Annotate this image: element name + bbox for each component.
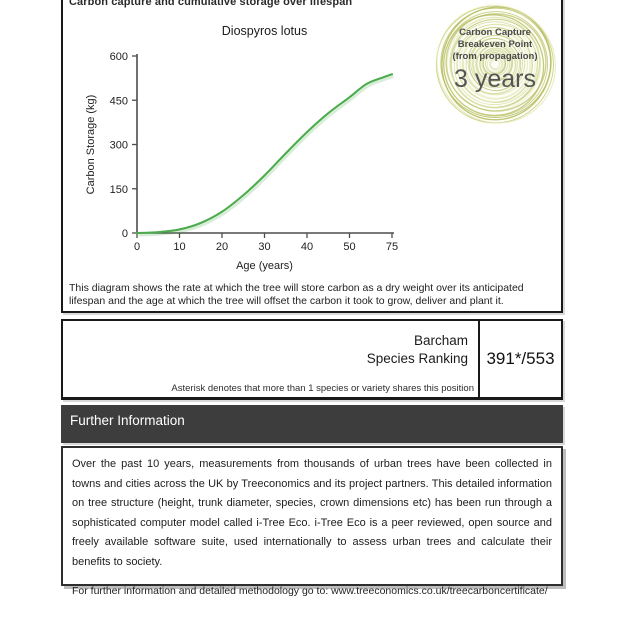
svg-text:40: 40 bbox=[301, 241, 313, 253]
ranking-label: Barcham Species Ranking bbox=[367, 332, 468, 367]
svg-text:20: 20 bbox=[216, 241, 228, 253]
methodology-link-prefix: For further information and detailed met… bbox=[72, 585, 332, 597]
svg-text:0: 0 bbox=[134, 241, 140, 253]
further-information-paragraph: Over the past 10 years, measurements fro… bbox=[72, 458, 552, 568]
methodology-url[interactable]: www.treeconomics.co.uk/treecarboncertifi… bbox=[331, 585, 548, 597]
svg-text:300: 300 bbox=[110, 140, 128, 152]
svg-text:30: 30 bbox=[258, 241, 270, 253]
breakeven-badge: Carbon Capture Breakeven Point (from pro… bbox=[432, 1, 558, 127]
carbon-storage-line-chart: 0 150 300 450 600 0 10 20 30 40 50 75 Age (years) Car… bbox=[81, 38, 476, 283]
chart-title-species: Diospyros lotus bbox=[221, 24, 308, 38]
chart-description: This diagram shows the rate at which the… bbox=[69, 282, 524, 307]
svg-text:75: 75 bbox=[386, 241, 398, 253]
svg-text:50: 50 bbox=[343, 241, 355, 253]
badge-title-line2: Breakeven Point bbox=[457, 39, 533, 50]
breakeven-years-value: 3 years bbox=[454, 65, 536, 93]
ranking-asterisk-note: Asterisk denotes that more than 1 specie… bbox=[171, 383, 474, 394]
svg-text:600: 600 bbox=[110, 51, 128, 63]
species-ranking-section: Barcham Species Ranking Asterisk denotes… bbox=[61, 319, 563, 400]
svg-text:Age (years): Age (years) bbox=[236, 260, 293, 272]
badge-title-line1: Carbon Capture bbox=[459, 27, 531, 38]
badge-title-line3: (from propagation) bbox=[452, 51, 538, 62]
carbon-chart-section: Carbon capture and cumulative storage ov… bbox=[61, 0, 563, 313]
ranking-label-cell: Barcham Species Ranking Asterisk denotes… bbox=[63, 321, 478, 397]
svg-text:0: 0 bbox=[122, 228, 128, 240]
svg-text:150: 150 bbox=[110, 184, 128, 196]
ranking-value: 391*/553 bbox=[478, 321, 561, 397]
ranking-label-line2: Species Ranking bbox=[366, 350, 468, 366]
methodology-link-line: For further information and detailed met… bbox=[72, 585, 552, 597]
section-title: Carbon capture and cumulative storage ov… bbox=[69, 0, 353, 8]
further-information-header: Further Information bbox=[61, 405, 563, 443]
further-information-body: Over the past 10 years, measurements fro… bbox=[61, 446, 563, 597]
ranking-label-line1: Barcham bbox=[413, 333, 468, 348]
tree-rings-icon bbox=[434, 3, 556, 125]
svg-text:450: 450 bbox=[110, 95, 128, 107]
svg-text:10: 10 bbox=[173, 241, 185, 253]
svg-text:Carbon Storage (kg): Carbon Storage (kg) bbox=[85, 95, 97, 195]
